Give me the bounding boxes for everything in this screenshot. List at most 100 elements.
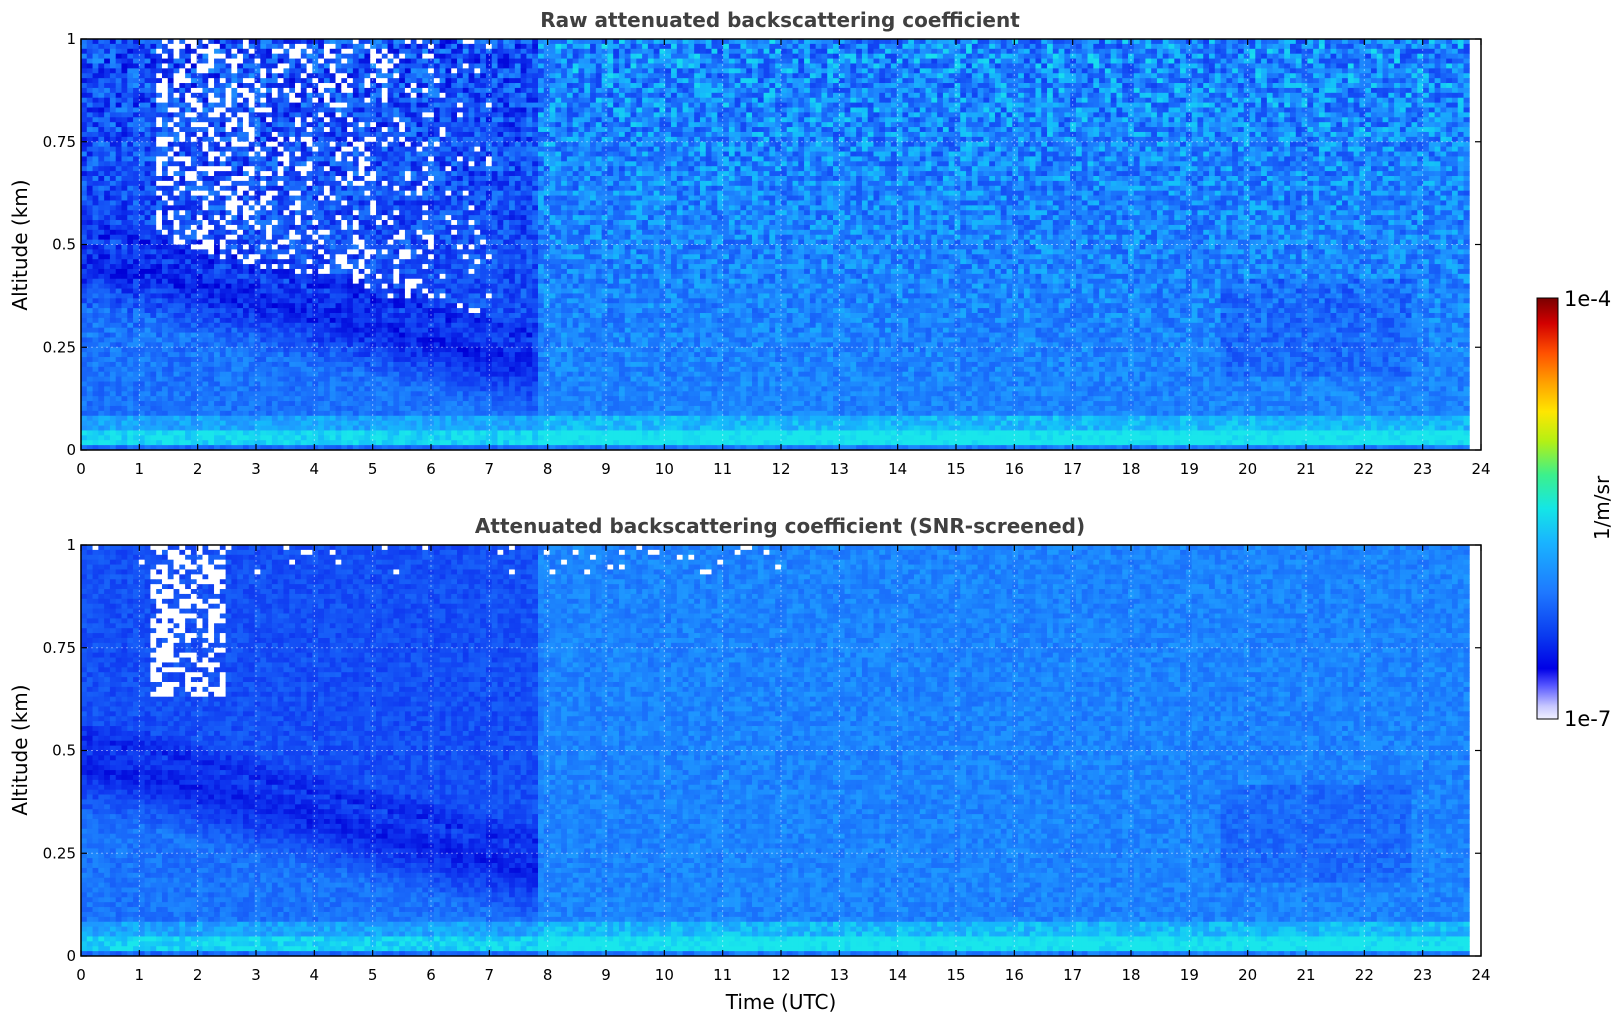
heatmap-cell: [289, 220, 295, 225]
heatmap-cell: [133, 68, 139, 73]
heatmap-cell: [121, 367, 127, 372]
heatmap-cell: [347, 142, 353, 147]
heatmap-cell: [98, 88, 104, 93]
heatmap-cell: [312, 435, 318, 440]
heatmap-cell: [191, 78, 197, 83]
heatmap-cell: [110, 308, 116, 313]
heatmap-cell: [162, 88, 168, 93]
heatmap-cell: [266, 98, 272, 103]
heatmap-cell: [353, 362, 359, 367]
heatmap-cell: [312, 54, 318, 59]
heatmap-cell: [266, 215, 272, 220]
heatmap-cell: [307, 112, 313, 117]
heatmap-cell: [318, 435, 324, 440]
heatmap-cell: [243, 112, 249, 117]
heatmap-cell: [347, 191, 353, 196]
heatmap-cell: [272, 377, 278, 382]
heatmap-cell: [295, 156, 301, 161]
heatmap-cell: [87, 279, 93, 284]
heatmap-cell: [104, 274, 110, 279]
heatmap-cell: [260, 112, 266, 117]
heatmap-cell: [364, 88, 370, 93]
heatmap-cell: [87, 269, 93, 274]
heatmap-cell: [307, 401, 313, 406]
heatmap-cell: [133, 426, 139, 431]
heatmap-cell: [278, 386, 284, 391]
heatmap-cell: [116, 166, 122, 171]
heatmap-cell: [168, 137, 174, 142]
heatmap-cell: [133, 298, 139, 303]
heatmap-cell: [330, 308, 336, 313]
heatmap-cell: [295, 137, 301, 142]
heatmap-cell: [81, 152, 87, 157]
heatmap-cell: [220, 430, 226, 435]
heatmap-cell: [307, 269, 313, 274]
heatmap-cell: [289, 205, 295, 210]
heatmap-cell: [87, 274, 93, 279]
heatmap-cell: [341, 108, 347, 113]
heatmap-cell: [104, 88, 110, 93]
heatmap-cell: [312, 112, 318, 117]
heatmap-cell: [330, 171, 336, 176]
heatmap-cell: [370, 406, 376, 411]
heatmap-cell: [214, 108, 220, 113]
heatmap-cell: [174, 328, 180, 333]
heatmap-cell: [150, 264, 156, 269]
heatmap-cell: [312, 440, 318, 445]
heatmap-cell: [93, 298, 99, 303]
heatmap-cell: [116, 440, 122, 445]
heatmap-cell: [347, 132, 353, 137]
heatmap-cell: [104, 205, 110, 210]
heatmap-cell: [185, 54, 191, 59]
heatmap-cell: [98, 147, 104, 152]
heatmap-cell: [208, 254, 214, 259]
heatmap-cell: [364, 220, 370, 225]
heatmap-cell: [359, 308, 365, 313]
heatmap-cell: [81, 440, 87, 445]
heatmap-cell: [98, 362, 104, 367]
heatmap-cell: [376, 68, 382, 73]
heatmap-cell: [226, 274, 232, 279]
heatmap-cell: [260, 401, 266, 406]
heatmap-cell: [202, 49, 208, 54]
heatmap-cell: [364, 63, 370, 68]
heatmap-cell: [289, 49, 295, 54]
heatmap-cell: [295, 49, 301, 54]
heatmap-cell: [150, 284, 156, 289]
heatmap-cell: [208, 220, 214, 225]
heatmap-cell: [364, 210, 370, 215]
heatmap-cell: [376, 328, 382, 333]
heatmap-cell: [295, 352, 301, 357]
heatmap-cell: [301, 259, 307, 264]
heatmap-cell: [249, 230, 255, 235]
heatmap-cell: [121, 156, 127, 161]
heatmap-cell: [87, 225, 93, 230]
heatmap-cell: [87, 308, 93, 313]
heatmap-cell: [150, 440, 156, 445]
heatmap-cell: [249, 225, 255, 230]
heatmap-cell: [121, 68, 127, 73]
heatmap-cell: [110, 181, 116, 186]
heatmap-cell: [307, 367, 313, 372]
heatmap-cell: [93, 430, 99, 435]
heatmap-cell: [243, 362, 249, 367]
heatmap-cell: [330, 147, 336, 152]
heatmap-cell: [174, 181, 180, 186]
heatmap-cell: [81, 156, 87, 161]
heatmap-cell: [341, 430, 347, 435]
heatmap-cell: [81, 59, 87, 64]
heatmap-cell: [307, 382, 313, 387]
heatmap-cell: [324, 200, 330, 205]
heatmap-cell: [133, 88, 139, 93]
heatmap-cell: [324, 44, 330, 49]
heatmap-cell: [255, 337, 261, 342]
heatmap-cell: [162, 391, 168, 396]
heatmap-cell: [110, 352, 116, 357]
heatmap-cell: [353, 112, 359, 117]
heatmap-cell: [81, 284, 87, 289]
heatmap-cell: [359, 284, 365, 289]
heatmap-cell: [376, 274, 382, 279]
heatmap-cell: [98, 323, 104, 328]
heatmap-cell: [121, 254, 127, 259]
heatmap-cell: [266, 142, 272, 147]
